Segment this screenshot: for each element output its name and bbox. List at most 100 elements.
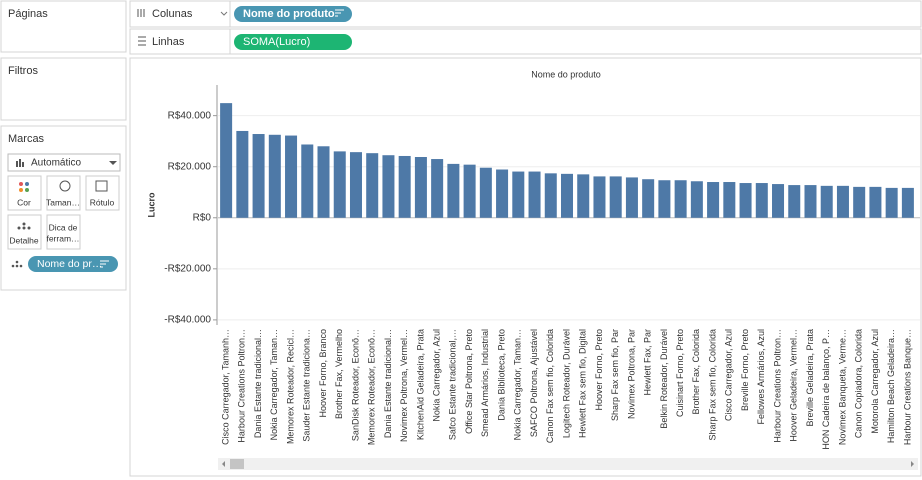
- bar: [820, 185, 833, 218]
- x-tick-label: Safco Estante tradicional,…: [448, 329, 458, 440]
- x-tick-label: Novimex Banqueta, Verme…: [837, 329, 847, 445]
- x-tick-label: Nokia Carregador, Taman…: [269, 329, 279, 440]
- bar: [414, 157, 427, 218]
- detail-icon: [17, 222, 31, 230]
- bar: [593, 176, 606, 218]
- x-tick-label: Hewlett Fax sem fio, Digital: [578, 329, 588, 438]
- bar: [496, 169, 509, 218]
- x-tick-label: Breville Geladeira, Prata: [805, 329, 815, 427]
- bar: [674, 180, 687, 218]
- marks-title: Marcas: [8, 133, 45, 145]
- mark-buttons: [7, 175, 120, 250]
- x-tick-label: Office Star Poltrona, Preto: [464, 329, 474, 434]
- button-label: Cor: [17, 197, 31, 207]
- button-label: Taman…: [46, 197, 80, 207]
- x-tick-label: Logitech Roteador, Durável: [561, 329, 571, 438]
- x-tick-label: Hamilton Beach Geladeira…: [886, 329, 896, 443]
- y-tick-label: -R$40.000: [164, 315, 211, 326]
- scroll-thumb[interactable]: [230, 459, 244, 469]
- mark-type-dropdown[interactable]: [7, 153, 121, 172]
- x-tick-label: Dania Estante tradicional…: [253, 329, 263, 438]
- bar: [609, 176, 622, 218]
- x-tick-label: Breville Forno, Preto: [740, 329, 750, 411]
- mark-pill-text: Nome do pr…: [37, 258, 102, 270]
- filters-card: [0, 57, 127, 121]
- detail-button[interactable]: [7, 214, 42, 250]
- bar: [349, 152, 362, 218]
- button-label: Detalhe: [9, 235, 39, 245]
- pages-title: Páginas: [8, 8, 48, 20]
- columns-label: Colunas: [152, 8, 193, 20]
- y-tick-label: R$0: [193, 212, 212, 223]
- bar: [463, 164, 476, 218]
- x-tick-label: KitchenAid Geladeira, Prata: [415, 329, 425, 440]
- bar: [690, 181, 703, 218]
- x-tick-label: Fellowes Armários, Azul: [756, 329, 766, 425]
- bar: [642, 179, 655, 218]
- size-icon: [59, 180, 71, 192]
- y-tick-label: R$20.000: [168, 161, 212, 172]
- y-tick-label: R$40.000: [168, 110, 212, 121]
- x-tick-label: Sharp Fax sem fio, Colorida: [707, 329, 717, 441]
- bar: [528, 171, 541, 218]
- columns-pill-text: Nome do produto: [243, 8, 335, 20]
- label-icon: [95, 180, 108, 192]
- bar: [268, 134, 281, 218]
- x-tick-label: Cuisinart Forno, Preto: [675, 329, 685, 417]
- bar: [755, 183, 768, 218]
- x-tick-label: Novimex Poltrona, Par: [626, 329, 636, 419]
- bar: [220, 103, 233, 218]
- bar: [739, 183, 752, 218]
- bar: [869, 186, 882, 218]
- rows-pill[interactable]: [234, 34, 352, 50]
- bar: [285, 135, 298, 218]
- x-tick-label: Dania Estante tradicional…: [383, 329, 393, 438]
- bar: [788, 185, 801, 218]
- bar: [479, 167, 492, 218]
- bar: [398, 155, 411, 218]
- detail-icon-small: [11, 260, 23, 268]
- scroll-right[interactable]: [911, 461, 914, 467]
- plot: Cisco Carregador, Tamanh… Harbour Creatio…: [218, 103, 920, 450]
- tooltip-button[interactable]: [46, 214, 81, 250]
- label-button[interactable]: [85, 175, 120, 211]
- scrollbar[interactable]: [218, 458, 918, 470]
- columns-shelf: [129, 0, 922, 28]
- bar: [836, 185, 849, 218]
- mark-pill[interactable]: [28, 256, 118, 272]
- dropdown-arrow: [109, 161, 117, 165]
- x-tick-label: Sauder Estante tradiciona…: [302, 329, 312, 442]
- columns-pill[interactable]: [234, 6, 352, 22]
- button-label: ferram…: [46, 233, 79, 243]
- sort-icon: [100, 260, 109, 268]
- scroll-left[interactable]: [222, 461, 225, 467]
- bar: [252, 134, 265, 218]
- bar: [658, 180, 671, 218]
- bar: [366, 153, 379, 218]
- color-button[interactable]: [7, 175, 42, 211]
- x-tick-label: Hewlett Fax, Par: [643, 329, 653, 396]
- filters-title: Filtros: [8, 65, 38, 77]
- x-tick-label: Brother Fax, Vermelho: [334, 329, 344, 419]
- x-tick-label: Brother Fax, Colorida: [691, 329, 701, 415]
- bar: [560, 173, 574, 218]
- x-tick-label: Nokia Carregador, Taman…: [513, 329, 523, 440]
- bar: [772, 184, 785, 218]
- x-tick-label: Canon Copiadora, Colorida: [854, 329, 864, 438]
- x-tick-label: Cisco Carregador, Azul: [724, 329, 734, 421]
- x-tick-label: Harbour Creations Poltron…: [772, 329, 782, 443]
- rows-pill-text: SOMA(Lucro): [243, 36, 310, 48]
- bar-icon: [16, 159, 24, 167]
- bar: [431, 159, 444, 218]
- y-axis-label: Lucro: [146, 192, 156, 218]
- x-tick-label: Novimex Poltrona, Vermel…: [399, 329, 409, 442]
- bar: [625, 177, 638, 218]
- bar: [901, 187, 914, 218]
- x-tick-label: Smead Armários, Industrial: [480, 329, 490, 437]
- x-tick-label: Harbour Creations Banque…: [902, 329, 912, 445]
- bar: [804, 185, 817, 218]
- x-tick-label: Canon Fax sem fio, Colorida: [545, 329, 555, 443]
- shelf-arrow: [220, 11, 228, 16]
- rows-label: Linhas: [152, 36, 185, 48]
- bar: [301, 144, 314, 218]
